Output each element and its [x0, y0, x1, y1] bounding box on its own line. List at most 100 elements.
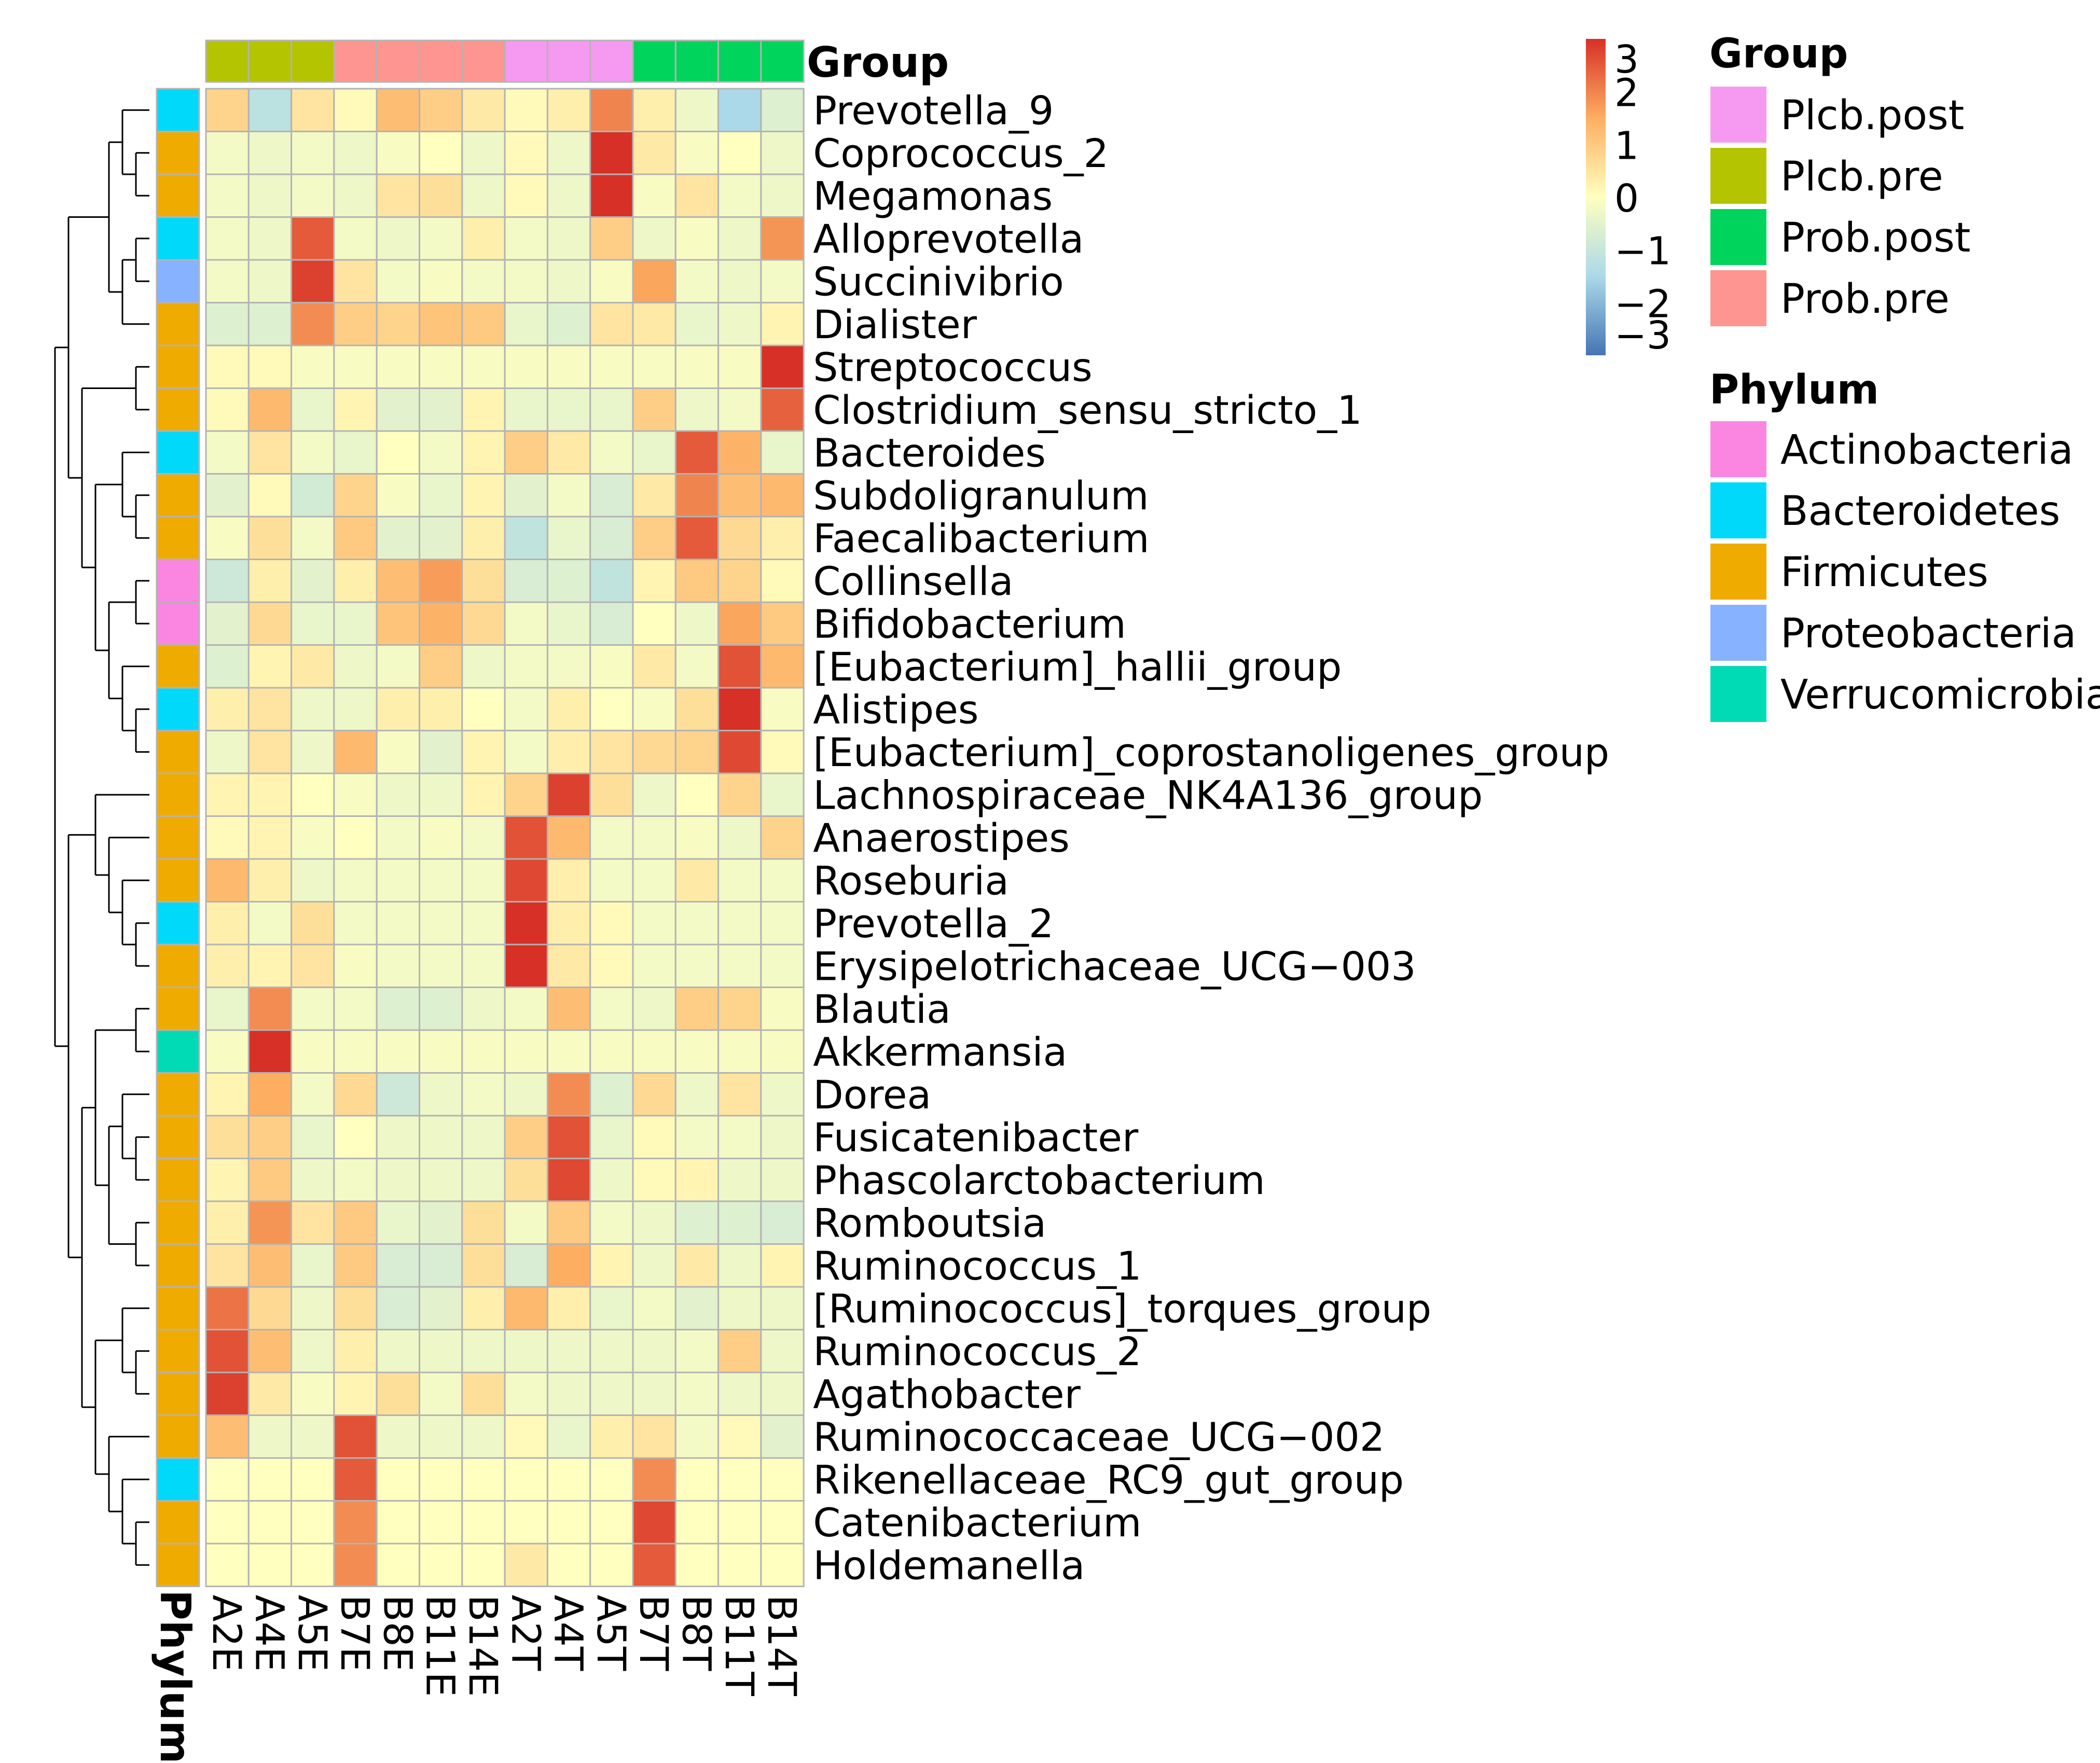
group-annotation-cell [760, 39, 805, 83]
group-annotation-cell [717, 39, 762, 83]
heatmap-cell [504, 430, 548, 475]
heatmap-cell [674, 302, 720, 346]
heatmap-cell [717, 687, 762, 731]
heatmap-cell [674, 943, 720, 988]
heatmap-cell [376, 601, 421, 646]
heatmap-cell [674, 430, 720, 475]
heatmap-cell [376, 88, 421, 132]
column-label: B7E [332, 1595, 378, 1672]
column-label: A5E [289, 1595, 336, 1672]
heatmap-cell [205, 1243, 250, 1288]
heatmap-cell [333, 259, 378, 303]
heatmap-cell [589, 173, 634, 218]
column-label: A2E [204, 1595, 250, 1672]
color-scale-tick-label: 2 [1614, 71, 1639, 116]
heatmap-cell [504, 644, 548, 689]
heatmap-cell [419, 644, 463, 689]
heatmap-cell [376, 387, 421, 432]
phylum-annotation-cell [156, 559, 200, 603]
heatmap-cell [376, 173, 421, 218]
heatmap-cell [717, 216, 762, 261]
heatmap-cell [760, 1072, 805, 1117]
heatmap-cell [291, 1414, 335, 1459]
column-label: A2T [503, 1595, 549, 1671]
heatmap-cell [333, 1029, 378, 1074]
heatmap-cell [546, 901, 591, 946]
phylum-annotation-cell [156, 516, 200, 560]
heatmap-cell [291, 858, 335, 903]
heatmap-cell [717, 88, 762, 132]
heatmap-cell [717, 730, 762, 774]
heatmap-cell [546, 1158, 591, 1202]
heatmap-cell [760, 1500, 805, 1545]
heatmap-cell [205, 1029, 250, 1074]
heatmap-cell [674, 1414, 720, 1459]
heatmap-cell [546, 1115, 591, 1159]
heatmap-cell [546, 216, 591, 261]
heatmap-cell [504, 1457, 548, 1502]
phylum-annotation-cell [156, 901, 200, 946]
row-label: Succinivibrio [813, 258, 1064, 304]
heatmap-cell [504, 302, 548, 346]
heatmap-cell [461, 1500, 506, 1545]
group-legend-swatch [1708, 268, 1769, 328]
heatmap-cell [674, 1286, 720, 1330]
row-label: [Ruminococcus]_torques_group [813, 1285, 1431, 1331]
heatmap-cell [674, 559, 720, 603]
phylum-annotation-cell [156, 1371, 200, 1416]
heatmap-cell [632, 901, 676, 946]
heatmap-cell [376, 473, 421, 518]
heatmap-cell [291, 1457, 335, 1502]
heatmap-cell [546, 1500, 591, 1545]
heatmap-cell [717, 1243, 762, 1288]
heatmap-cell [674, 344, 720, 389]
heatmap-cell [419, 88, 463, 132]
heatmap-cell [461, 344, 506, 389]
heatmap-cell [674, 516, 720, 560]
heatmap-cell [589, 516, 634, 560]
heatmap-cell [461, 131, 506, 175]
column-label: A4E [246, 1595, 293, 1672]
color-scale-tick-label: 0 [1614, 176, 1639, 221]
heatmap-cell [760, 1115, 805, 1159]
heatmap-cell [333, 387, 378, 432]
heatmap-cell [376, 302, 421, 346]
heatmap-cell [546, 987, 591, 1031]
heatmap-cell [333, 131, 378, 175]
heatmap-cell [760, 430, 805, 475]
heatmap-cell [247, 1500, 293, 1545]
heatmap-cell [333, 302, 378, 346]
heatmap-cell [546, 601, 591, 646]
heatmap-cell [205, 772, 250, 817]
heatmap-cell [504, 1543, 548, 1587]
heatmap-cell [419, 1543, 463, 1587]
heatmap-cell [461, 687, 506, 731]
heatmap-cell [461, 1286, 506, 1330]
row-label: Romboutsia [813, 1200, 1046, 1246]
heatmap-cell [632, 1329, 676, 1373]
heatmap-cell [333, 216, 378, 261]
heatmap-cell [376, 858, 421, 903]
row-label: Akkermansia [813, 1029, 1067, 1075]
row-label: Ruminococcus_2 [813, 1328, 1141, 1375]
heatmap-cell [546, 644, 591, 689]
heatmap-cell [247, 259, 293, 303]
heatmap-cell [674, 901, 720, 946]
heatmap-cell [376, 1414, 421, 1459]
heatmap-cell [419, 987, 463, 1031]
row-label: Roseburia [813, 857, 1009, 904]
heatmap-cell [205, 1371, 250, 1416]
phylum-annotation-cell [156, 815, 200, 860]
heatmap-cell [419, 430, 463, 475]
group-annotation-cell [333, 39, 378, 83]
heatmap-cell [717, 1457, 762, 1502]
heatmap-cell [205, 430, 250, 475]
heatmap-cell [546, 1414, 591, 1459]
heatmap-cell [760, 1371, 805, 1416]
heatmap-cell [247, 430, 293, 475]
heatmap-cell [333, 730, 378, 774]
group-annotation-cell [504, 39, 548, 83]
color-scale-tick-label: −2 [1614, 282, 1671, 326]
heatmap-cell [589, 1371, 634, 1416]
heatmap-cell [205, 473, 250, 518]
